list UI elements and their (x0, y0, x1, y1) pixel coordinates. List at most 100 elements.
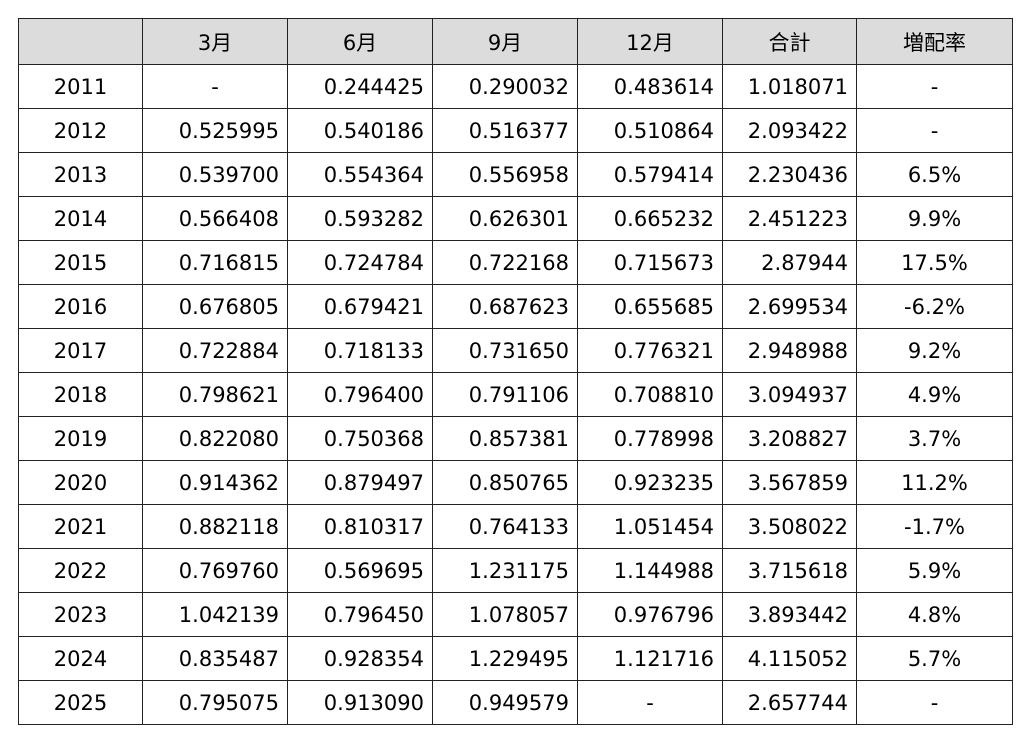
table-row: 2014 0.566408 0.593282 0.626301 0.665232 2.45… (18, 196, 1013, 241)
growth-rate-cell: 5.7% (856, 636, 1013, 681)
june-value-cell: 0.724784 (287, 240, 433, 285)
march-value-cell: 0.795075 (142, 680, 288, 725)
september-value-cell: 0.290032 (432, 64, 578, 109)
september-value-cell: 0.516377 (432, 108, 578, 153)
growth-rate-cell: - (856, 680, 1013, 725)
header-cell-total: 合計 (722, 18, 857, 65)
march-value-cell: 0.716815 (142, 240, 288, 285)
year-cell: 2022 (18, 548, 143, 593)
december-value-cell: 0.923235 (577, 460, 723, 505)
june-value-cell: 0.540186 (287, 108, 433, 153)
september-value-cell: 0.722168 (432, 240, 578, 285)
september-value-cell: 1.231175 (432, 548, 578, 593)
year-cell: 2020 (18, 460, 143, 505)
table-row: 2013 0.539700 0.554364 0.556958 0.579414 2.23… (18, 152, 1013, 197)
december-value-cell: 0.776321 (577, 328, 723, 373)
growth-rate-cell: 4.8% (856, 592, 1013, 637)
header-cell-september: 9月 (432, 18, 578, 65)
year-cell: 2011 (18, 64, 143, 109)
table-body: 2011-0.244425 0.290032 0.483614 1.018071-20… (18, 64, 1013, 725)
growth-rate-cell: 17.5% (856, 240, 1013, 285)
december-value-cell: 0.579414 (577, 152, 723, 197)
september-value-cell: 0.850765 (432, 460, 578, 505)
growth-rate-cell: 9.9% (856, 196, 1013, 241)
total-value-cell: 2.699534 (722, 284, 857, 329)
september-value-cell: 0.687623 (432, 284, 578, 329)
september-value-cell: 0.626301 (432, 196, 578, 241)
growth-rate-cell: 4.9% (856, 372, 1013, 417)
december-value-cell: 0.778998 (577, 416, 723, 461)
growth-rate-cell: 3.7% (856, 416, 1013, 461)
total-value-cell: 3.715618 (722, 548, 857, 593)
december-value-cell: 1.121716 (577, 636, 723, 681)
september-value-cell: 0.731650 (432, 328, 578, 373)
march-value-cell: 0.722884 (142, 328, 288, 373)
total-value-cell: 3.893442 (722, 592, 857, 637)
table-row: 2017 0.722884 0.718133 0.731650 0.776321 2.94… (18, 328, 1013, 373)
dividend-table-container: 3月 6月 9月 12月 合計 増配率 2011-0.244425 0.29003… (18, 18, 1013, 725)
march-value-cell: 0.914362 (142, 460, 288, 505)
year-cell: 2017 (18, 328, 143, 373)
december-value-cell: 0.665232 (577, 196, 723, 241)
year-cell: 2021 (18, 504, 143, 549)
table-row: 2018 0.798621 0.796400 0.791106 0.708810 3.09… (18, 372, 1013, 417)
total-value-cell: 2.093422 (722, 108, 857, 153)
march-value-cell: 0.835487 (142, 636, 288, 681)
header-cell-growth-rate: 増配率 (856, 18, 1013, 65)
table-header-row: 3月 6月 9月 12月 合計 増配率 (18, 18, 1013, 65)
june-value-cell: 0.928354 (287, 636, 433, 681)
september-value-cell: 1.078057 (432, 592, 578, 637)
september-value-cell: 0.791106 (432, 372, 578, 417)
growth-rate-cell: 5.9% (856, 548, 1013, 593)
growth-rate-cell: 11.2% (856, 460, 1013, 505)
march-value-cell: 0.822080 (142, 416, 288, 461)
growth-rate-cell: 6.5% (856, 152, 1013, 197)
year-cell: 2018 (18, 372, 143, 417)
september-value-cell: 1.229495 (432, 636, 578, 681)
table-row: 2025 0.795075 0.913090 0.949579-2.657744- (18, 680, 1013, 725)
growth-rate-cell: - (856, 108, 1013, 153)
march-value-cell: 0.882118 (142, 504, 288, 549)
table-row: 2022 0.769760 0.569695 1.231175 1.144988 3.71… (18, 548, 1013, 593)
year-cell: 2019 (18, 416, 143, 461)
march-value-cell: 0.769760 (142, 548, 288, 593)
total-value-cell: 2.87944 (722, 240, 857, 285)
year-cell: 2015 (18, 240, 143, 285)
total-value-cell: 3.567859 (722, 460, 857, 505)
table-row: 2016 0.676805 0.679421 0.687623 0.655685 2.69… (18, 284, 1013, 329)
march-value-cell: 0.539700 (142, 152, 288, 197)
march-value-cell: 0.676805 (142, 284, 288, 329)
year-cell: 2024 (18, 636, 143, 681)
table-row: 2011-0.244425 0.290032 0.483614 1.018071- (18, 64, 1013, 109)
growth-rate-cell: - (856, 64, 1013, 109)
june-value-cell: 0.679421 (287, 284, 433, 329)
total-value-cell: 2.230436 (722, 152, 857, 197)
june-value-cell: 0.879497 (287, 460, 433, 505)
total-value-cell: 3.094937 (722, 372, 857, 417)
june-value-cell: 0.796450 (287, 592, 433, 637)
september-value-cell: 0.857381 (432, 416, 578, 461)
march-value-cell: - (142, 64, 288, 109)
table-row: 2019 0.822080 0.750368 0.857381 0.778998 3.20… (18, 416, 1013, 461)
table-row: 2015 0.716815 0.724784 0.722168 0.715673 2.87… (18, 240, 1013, 285)
september-value-cell: 0.556958 (432, 152, 578, 197)
total-value-cell: 1.018071 (722, 64, 857, 109)
december-value-cell: 0.976796 (577, 592, 723, 637)
growth-rate-cell: 9.2% (856, 328, 1013, 373)
march-value-cell: 0.566408 (142, 196, 288, 241)
table-row: 2021 0.882118 0.810317 0.764133 1.051454 3.50… (18, 504, 1013, 549)
december-value-cell: 0.708810 (577, 372, 723, 417)
june-value-cell: 0.913090 (287, 680, 433, 725)
table-row: 2023 1.042139 0.796450 1.078057 0.976796 3.89… (18, 592, 1013, 637)
header-cell-june: 6月 (287, 18, 433, 65)
total-value-cell: 2.948988 (722, 328, 857, 373)
table-row: 2020 0.914362 0.879497 0.850765 0.923235 3.56… (18, 460, 1013, 505)
december-value-cell: 0.510864 (577, 108, 723, 153)
year-cell: 2016 (18, 284, 143, 329)
growth-rate-cell: -6.2% (856, 284, 1013, 329)
table-row: 2012 0.525995 0.540186 0.516377 0.510864 2.09… (18, 108, 1013, 153)
total-value-cell: 3.208827 (722, 416, 857, 461)
june-value-cell: 0.810317 (287, 504, 433, 549)
total-value-cell: 4.115052 (722, 636, 857, 681)
june-value-cell: 0.244425 (287, 64, 433, 109)
